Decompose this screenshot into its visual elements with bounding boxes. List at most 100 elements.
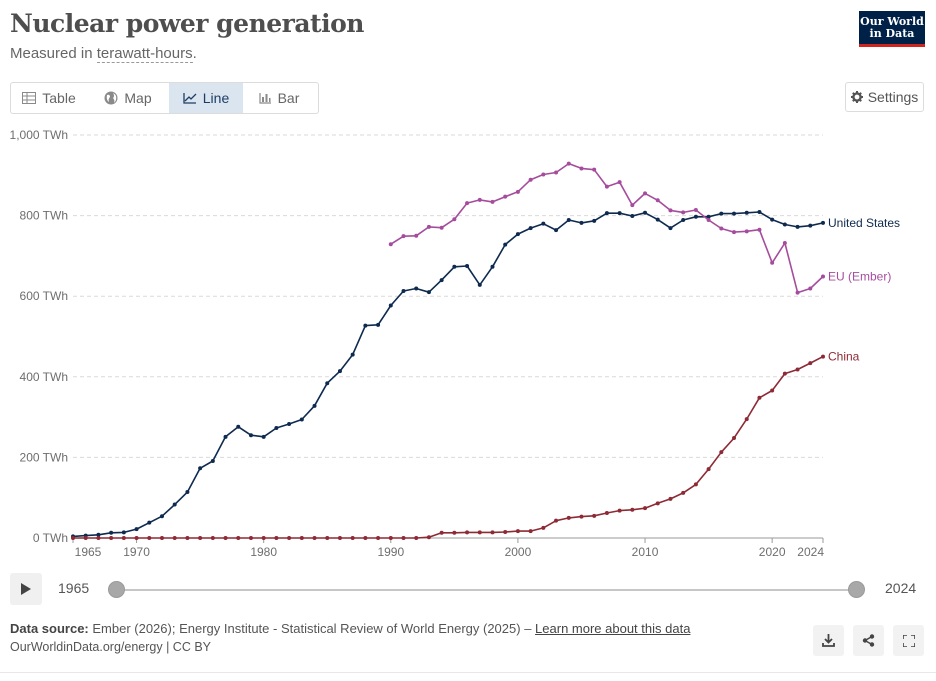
x-tick-label: 1970	[123, 545, 150, 559]
data-point	[503, 194, 508, 199]
tab-table-label: Table	[42, 90, 76, 106]
data-point	[452, 217, 457, 222]
subtitle-prefix: Measured in	[10, 45, 97, 62]
tab-map-label: Map	[124, 90, 152, 106]
bar-chart-icon	[258, 93, 271, 104]
data-point	[706, 214, 711, 219]
share-button[interactable]	[853, 625, 884, 656]
fullscreen-button[interactable]	[893, 625, 924, 656]
data-point	[401, 234, 406, 239]
data-point	[71, 536, 75, 540]
owid-logo[interactable]: Our World in Data	[859, 11, 925, 47]
data-point	[490, 530, 495, 535]
series-line	[73, 355, 824, 539]
data-point	[770, 388, 775, 393]
data-point	[719, 226, 724, 231]
y-tick-label: 200 TWh	[20, 450, 68, 464]
data-point	[655, 198, 660, 203]
data-point	[439, 278, 444, 283]
data-point	[592, 513, 597, 518]
data-point	[465, 201, 470, 206]
data-point	[668, 208, 673, 213]
data-point	[795, 367, 800, 372]
data-point	[426, 535, 431, 540]
data-point	[757, 209, 762, 214]
timeline-track[interactable]	[117, 589, 857, 591]
data-point	[643, 210, 648, 215]
data-point	[719, 211, 724, 216]
data-point	[477, 282, 482, 287]
y-tick-label: 0 TWh	[33, 531, 68, 545]
data-point	[681, 218, 686, 223]
data-point	[554, 170, 559, 175]
data-point	[287, 421, 292, 426]
settings-label: Settings	[867, 89, 919, 105]
data-point	[452, 530, 457, 535]
tab-bar[interactable]: Bar	[243, 83, 315, 113]
bottom-divider	[0, 672, 936, 673]
data-point	[604, 184, 609, 189]
data-point	[732, 211, 737, 216]
chart-subtitle: Measured in terawatt-hours.	[10, 45, 197, 63]
logo-line-1: Our World	[860, 15, 924, 28]
x-tick-label: 2010	[632, 545, 659, 559]
data-point	[732, 230, 737, 235]
data-point	[782, 371, 787, 376]
tab-line[interactable]: Line	[169, 83, 243, 113]
data-point	[312, 403, 317, 408]
data-point	[744, 417, 749, 422]
data-point	[134, 536, 139, 540]
data-point	[274, 536, 279, 540]
data-point	[325, 536, 330, 540]
timeline-end-handle[interactable]	[848, 581, 865, 598]
data-point	[350, 352, 355, 357]
tab-table[interactable]: Table	[11, 83, 87, 113]
data-source-text: Ember (2026); Energy Institute - Statist…	[88, 621, 536, 636]
data-point	[566, 161, 571, 166]
data-point	[198, 466, 203, 471]
unit-link[interactable]: terawatt-hours	[96, 45, 193, 63]
line-chart-icon	[183, 93, 197, 104]
download-button[interactable]	[813, 625, 844, 656]
timeline-end-label: 2024	[885, 580, 917, 596]
data-point	[757, 395, 762, 400]
x-tick-label: 2024	[797, 545, 824, 559]
data-point	[528, 529, 533, 534]
data-point	[528, 226, 533, 231]
learn-more-link[interactable]: Learn more about this data	[535, 621, 691, 636]
share-icon	[862, 634, 875, 647]
data-point	[210, 459, 215, 464]
tab-map[interactable]: Map	[87, 83, 169, 113]
data-point	[668, 226, 673, 231]
data-point	[147, 536, 152, 540]
data-point	[490, 199, 495, 204]
data-point	[388, 303, 393, 308]
data-point	[490, 264, 495, 269]
series-label: EU (Ember)	[828, 269, 891, 283]
data-point	[795, 224, 800, 229]
data-point	[83, 536, 88, 540]
timeline-start-handle[interactable]	[108, 581, 125, 598]
data-point	[376, 536, 381, 540]
timeline-start-label: 1965	[58, 580, 90, 596]
data-point	[96, 532, 101, 537]
chart-title: Nuclear power generation	[10, 9, 364, 38]
settings-button[interactable]: Settings	[845, 82, 924, 112]
data-point	[350, 536, 355, 540]
data-point	[566, 515, 571, 520]
data-point	[808, 286, 813, 291]
data-point	[719, 450, 724, 455]
data-point	[693, 482, 698, 487]
data-point	[757, 227, 762, 232]
data-point	[668, 496, 673, 501]
data-point	[248, 433, 253, 438]
data-point	[617, 180, 622, 185]
subtitle-suffix: .	[192, 45, 197, 62]
data-point	[363, 536, 368, 540]
play-button[interactable]	[10, 573, 42, 605]
data-point	[312, 536, 317, 540]
data-point	[134, 527, 139, 532]
data-point	[477, 197, 482, 202]
table-icon	[22, 92, 37, 104]
data-point	[592, 167, 597, 172]
